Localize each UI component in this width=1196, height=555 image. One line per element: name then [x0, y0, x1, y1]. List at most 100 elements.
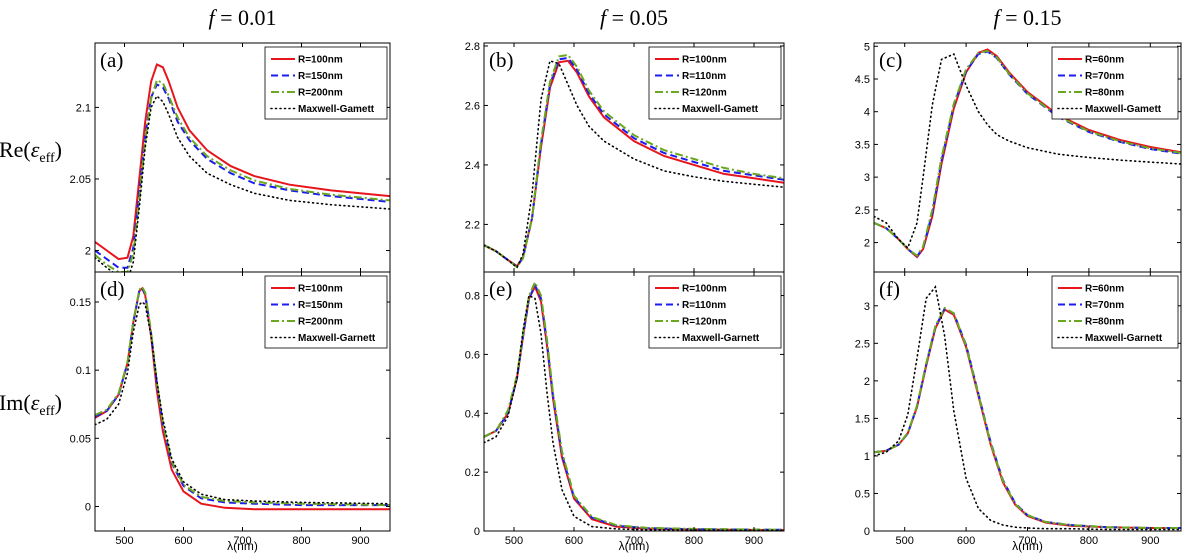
panel-label: (f) — [879, 277, 900, 301]
series-line — [95, 94, 390, 272]
legend-label: Maxwell-Garnett — [682, 333, 760, 344]
x-axis-label: λ(nm) — [619, 539, 650, 553]
legend-label: R=200nm — [298, 317, 343, 328]
y-tick-label: 0.4 — [465, 408, 480, 420]
y-tick-label: 1.5 — [855, 413, 870, 425]
legend-label: R=80nm — [1085, 88, 1124, 99]
y-tick-label: 2.6 — [465, 100, 480, 112]
legend: R=60nm R=70nm R=80nm Maxwell-Garnett — [1051, 275, 1179, 349]
row-label-real: Re(εeff) — [0, 137, 62, 166]
x-axis-label: λ(nm) — [227, 539, 258, 553]
y-tick-label: 0 — [474, 526, 480, 538]
column-title: f = 0.01 — [208, 5, 276, 30]
panel-a: 2 2.05 2.1 (a) R=100nm R=150nm R=200nm Maxwell-… — [70, 42, 391, 273]
legend: R=100nm R=150nm R=200nm Maxwell-Gamett — [264, 46, 388, 120]
y-tick-label: 2.05 — [70, 174, 91, 186]
panel-label: (d) — [100, 277, 125, 301]
series-line — [484, 294, 784, 531]
legend-label: R=70nm — [1085, 300, 1124, 311]
panel-label: (e) — [489, 277, 512, 301]
y-tick-label: 2 — [85, 246, 91, 258]
x-tick-label: 700 — [233, 535, 251, 547]
legend-label: R=60nm — [1085, 55, 1124, 66]
panel-label: (a) — [100, 48, 123, 72]
panel-c: 2 2.5 3 3.5 4 4.5 5 (c) R=60nm R=70nm R=80nm Maxwel… — [855, 41, 1182, 273]
y-tick-label: 0.1 — [76, 365, 91, 377]
y-tick-label: 2 — [864, 376, 870, 388]
y-tick-label: 3.5 — [855, 139, 870, 151]
series-line — [874, 285, 1181, 531]
panel-f: 500 600 700 800 900 0 0.5 1 1.5 2 2.5 3 λ(nm) (f) R=60… — [855, 271, 1182, 553]
x-tick-label: 500 — [505, 535, 523, 547]
legend-label: R=100nm — [682, 55, 727, 66]
column-title: f = 0.15 — [993, 5, 1061, 30]
y-tick-label: 2.4 — [465, 160, 480, 172]
legend-label: R=150nm — [298, 71, 343, 82]
y-tick-label: 2.2 — [465, 219, 480, 231]
legend: R=100nm R=110nm R=120nm Maxwell-Garnett — [648, 275, 782, 349]
legend-label: R=200nm — [298, 88, 343, 99]
column-title: f = 0.05 — [600, 5, 668, 30]
series-line — [95, 300, 390, 505]
legend-label: Maxwell-Garnett — [1085, 333, 1163, 344]
panel-e: 500 600 700 800 900 0 0.2 0.4 0.6 0.8 λ(nm) (e) R=10… — [465, 271, 785, 553]
y-tick-label: 0.6 — [465, 349, 480, 361]
legend-label: R=80nm — [1085, 317, 1124, 328]
y-tick-label: 2.8 — [465, 41, 480, 53]
x-tick-label: 700 — [625, 535, 643, 547]
y-tick-label: 2 — [864, 238, 870, 250]
x-tick-label: 500 — [896, 535, 914, 547]
y-tick-label: 3 — [864, 301, 870, 313]
x-tick-label: 500 — [115, 535, 133, 547]
x-tick-label: 800 — [1080, 535, 1098, 547]
y-tick-label: 0.05 — [70, 433, 91, 445]
y-tick-label: 2.5 — [855, 205, 870, 217]
legend-label: R=70nm — [1085, 71, 1124, 82]
series-line — [95, 63, 390, 261]
y-tick-label: 4 — [864, 107, 870, 119]
y-tick-label: 0.8 — [465, 291, 480, 303]
legend-label: R=120nm — [682, 88, 727, 99]
x-tick-label: 600 — [957, 535, 975, 547]
y-tick-label: 1 — [864, 451, 870, 463]
legend: R=60nm R=70nm R=80nm Maxwell-Gamett — [1051, 46, 1179, 120]
y-tick-label: 0 — [864, 526, 870, 538]
series-line — [484, 59, 784, 269]
y-tick-label: 4.5 — [855, 74, 870, 86]
y-tick-label: 5 — [864, 41, 870, 53]
legend-label: Maxwell-Gamett — [1085, 104, 1162, 115]
x-tick-label: 600 — [565, 535, 583, 547]
y-tick-label: 0 — [85, 501, 91, 513]
y-tick-label: 2.5 — [855, 338, 870, 350]
x-tick-label: 800 — [685, 535, 703, 547]
series-line — [874, 49, 1181, 258]
legend-label: R=100nm — [682, 284, 727, 295]
x-axis-label: λ(nm) — [1012, 539, 1043, 553]
legend-label: R=60nm — [1085, 284, 1124, 295]
series-line — [874, 307, 1181, 529]
panel-d: 500 600 700 800 900 0 0.05 0.1 0.15 λ(nm) (d) R=100… — [70, 271, 391, 553]
legend: R=100nm R=110nm R=120nm Maxwell-Gamett — [648, 46, 782, 120]
y-tick-label: 2.1 — [76, 102, 91, 114]
x-tick-label: 900 — [745, 535, 763, 547]
series-line — [95, 83, 390, 269]
panel-b: 2.2 2.4 2.6 2.8 (b) R=100nm R=110nm R=120nm Maxw… — [465, 41, 785, 273]
legend-label: Maxwell-Garnett — [298, 333, 376, 344]
y-tick-label: 0.2 — [465, 467, 480, 479]
x-tick-label: 600 — [174, 535, 192, 547]
legend-label: Maxwell-Gamett — [682, 104, 759, 115]
x-tick-label: 800 — [292, 535, 310, 547]
y-tick-label: 3 — [864, 172, 870, 184]
x-tick-label: 900 — [351, 535, 369, 547]
legend-label: R=100nm — [298, 284, 343, 295]
legend-label: R=100nm — [298, 55, 343, 66]
legend-label: R=150nm — [298, 300, 343, 311]
legend-label: R=110nm — [682, 300, 726, 311]
panel-label: (b) — [489, 48, 514, 72]
legend-label: R=120nm — [682, 317, 727, 328]
series-line — [874, 306, 1181, 529]
y-tick-label: 0.15 — [70, 297, 91, 309]
x-tick-label: 900 — [1141, 535, 1159, 547]
x-tick-label: 700 — [1018, 535, 1036, 547]
